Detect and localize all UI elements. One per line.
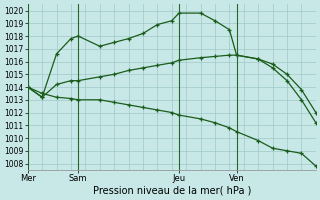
X-axis label: Pression niveau de la mer( hPa ): Pression niveau de la mer( hPa ) <box>92 186 251 196</box>
